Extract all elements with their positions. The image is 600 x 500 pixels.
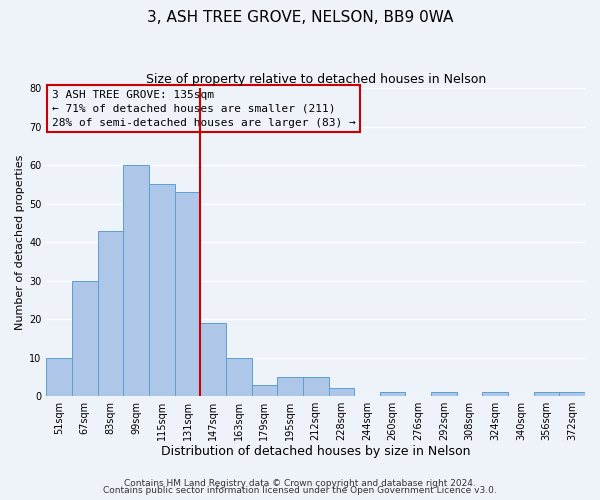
Bar xyxy=(98,230,124,396)
Bar xyxy=(329,388,354,396)
Bar xyxy=(431,392,457,396)
Text: Contains public sector information licensed under the Open Government Licence v3: Contains public sector information licen… xyxy=(103,486,497,495)
Bar xyxy=(277,377,303,396)
Bar xyxy=(534,392,559,396)
Bar xyxy=(482,392,508,396)
Text: Contains HM Land Registry data © Crown copyright and database right 2024.: Contains HM Land Registry data © Crown c… xyxy=(124,478,476,488)
Bar xyxy=(175,192,200,396)
Bar xyxy=(251,384,277,396)
Text: 3 ASH TREE GROVE: 135sqm
← 71% of detached houses are smaller (211)
28% of semi-: 3 ASH TREE GROVE: 135sqm ← 71% of detach… xyxy=(52,90,356,128)
Bar xyxy=(226,358,251,396)
Bar xyxy=(380,392,406,396)
Title: Size of property relative to detached houses in Nelson: Size of property relative to detached ho… xyxy=(146,72,486,86)
Bar xyxy=(46,358,72,396)
Bar xyxy=(200,323,226,396)
Y-axis label: Number of detached properties: Number of detached properties xyxy=(15,154,25,330)
Text: 3, ASH TREE GROVE, NELSON, BB9 0WA: 3, ASH TREE GROVE, NELSON, BB9 0WA xyxy=(147,10,453,25)
Bar xyxy=(303,377,329,396)
Bar xyxy=(559,392,585,396)
Bar xyxy=(124,165,149,396)
Bar xyxy=(72,280,98,396)
Bar xyxy=(149,184,175,396)
X-axis label: Distribution of detached houses by size in Nelson: Distribution of detached houses by size … xyxy=(161,444,470,458)
